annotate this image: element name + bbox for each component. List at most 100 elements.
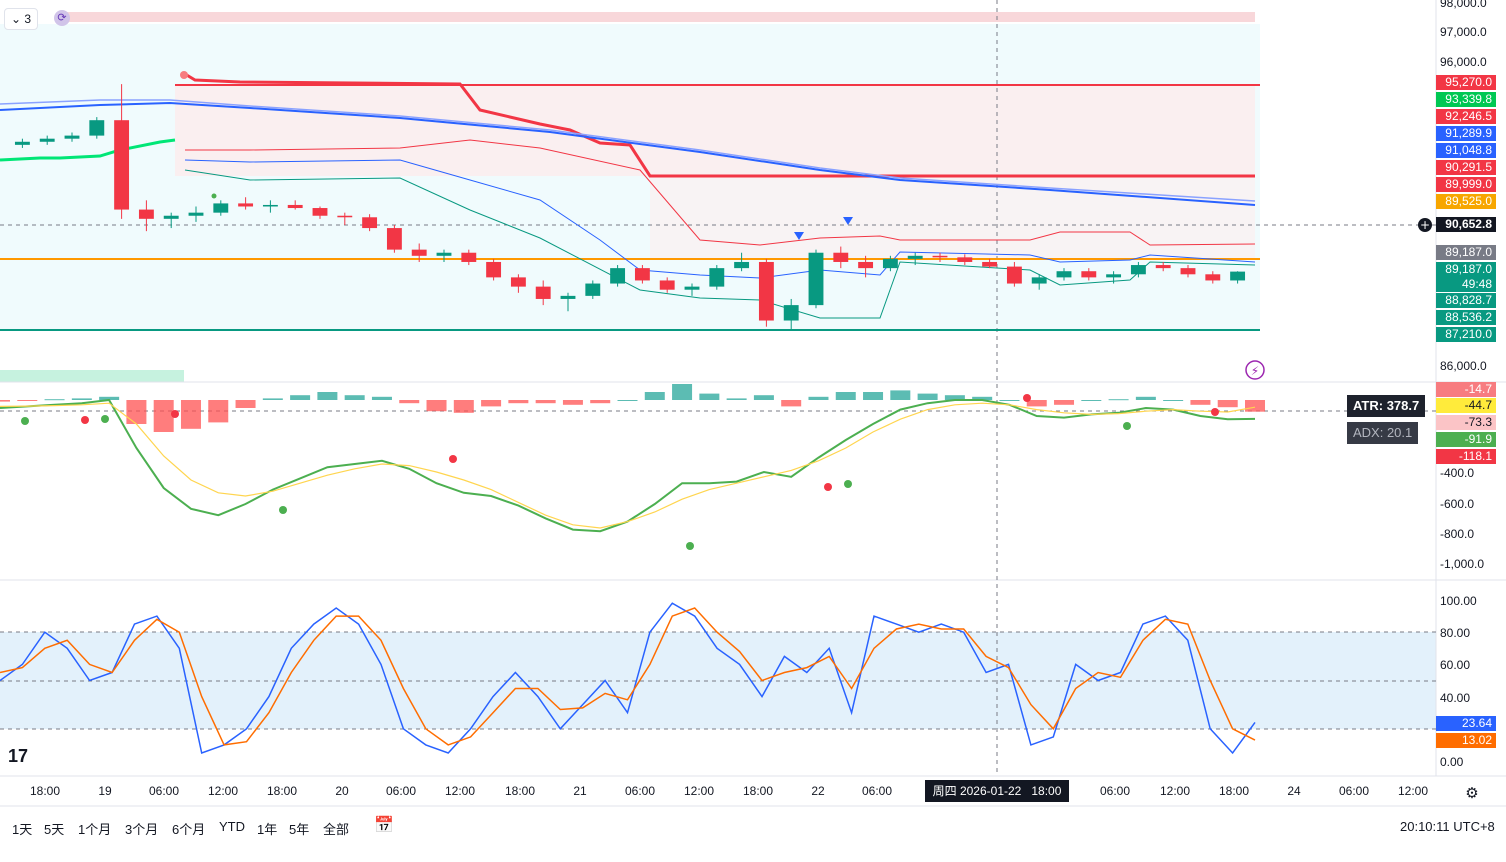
lightning-icon[interactable]: [1245, 360, 1265, 380]
macd-histogram-bar: [808, 396, 829, 400]
candle-body: [1180, 268, 1196, 275]
macd-histogram-bar: [1135, 396, 1156, 400]
macd-histogram-bar: [753, 395, 774, 400]
stoch-tick: 80.00: [1440, 626, 1471, 640]
time-tick: 18:00: [742, 784, 774, 798]
timeframe-3m[interactable]: 3个月: [125, 822, 159, 837]
candle-body: [709, 268, 725, 287]
candle-body: [436, 252, 452, 256]
candle-body: [510, 277, 526, 287]
macd-cross-dot: [1123, 422, 1131, 430]
macd-histogram-bar: [562, 400, 583, 405]
candle-body: [1155, 265, 1171, 269]
price-label: 93,339.8: [1436, 92, 1496, 107]
candle-body: [1106, 274, 1122, 278]
macd-histogram-bar: [371, 396, 392, 400]
macd-histogram-bar: [99, 396, 120, 400]
price-label: 89,187.0: [1436, 262, 1496, 277]
candle-body: [858, 261, 874, 269]
macd-label: -14.7: [1436, 382, 1496, 397]
candle-body: [1081, 271, 1097, 278]
candle-body: [386, 228, 402, 250]
macd-histogram-bar: [835, 392, 856, 400]
ema-line-1: [0, 101, 1256, 206]
timeframe-ytd[interactable]: YTD: [219, 819, 245, 834]
stoch-tick: 0.00: [1440, 755, 1464, 769]
ema-line-2: [0, 99, 1256, 202]
macd-histogram-bar: [290, 395, 311, 400]
stoch-d-label: 13.02: [1436, 733, 1496, 748]
time-tick: 12:00: [1397, 784, 1429, 798]
candle-body: [411, 249, 427, 256]
candle-body: [659, 280, 675, 290]
candle-body: [957, 257, 973, 262]
time-tick: 18:00: [266, 784, 298, 798]
adx-label: ADX: 20.1: [1347, 422, 1419, 444]
time-tick: 20: [335, 784, 349, 798]
macd-histogram-bar: [917, 393, 938, 400]
price-label: 89,525.0: [1436, 194, 1496, 209]
candle-body: [535, 286, 551, 299]
candle-body: [14, 141, 30, 145]
macd-histogram-bar: [1081, 400, 1102, 401]
collapse-toggle[interactable]: ⌄ 3: [4, 8, 38, 30]
timeframe-1y[interactable]: 1年: [257, 822, 278, 837]
price-label: 49:48: [1436, 277, 1496, 292]
candle-body: [114, 120, 130, 210]
timeframe-5y[interactable]: 5年: [289, 822, 310, 837]
candle-body: [684, 286, 700, 290]
sync-icon[interactable]: ⟳: [54, 10, 70, 26]
macd-histogram-bar: [0, 400, 10, 402]
macd-label: -44.7: [1436, 398, 1496, 413]
macd-histogram-bar: [399, 400, 420, 404]
timeframe-1m[interactable]: 1个月: [78, 822, 112, 837]
macd-histogram-bar: [71, 398, 92, 400]
macd-histogram-bar: [972, 396, 993, 400]
supertrend-up-line: [0, 138, 176, 162]
time-tick: 06:00: [861, 784, 893, 798]
macd-cross-dot: [824, 483, 832, 491]
macd-histogram-bar: [726, 398, 747, 400]
crosshair-time-label: 周四 2026-01-22 18:00: [925, 780, 1069, 802]
clock[interactable]: 20:10:11 UTC+8: [1400, 819, 1495, 834]
time-tick: 18:00: [29, 784, 61, 798]
price-label: 91,289.9: [1436, 126, 1496, 141]
crosshair-add-icon[interactable]: [1418, 218, 1432, 232]
price-label: 90,291.5: [1436, 160, 1496, 175]
candle-body: [1205, 274, 1221, 281]
time-tick: 06:00: [148, 784, 180, 798]
macd-tick: -1,000.0: [1440, 557, 1485, 571]
timeframe-5d[interactable]: 5天: [44, 822, 65, 837]
candle-body: [262, 204, 278, 207]
time-tick: 06:00: [624, 784, 656, 798]
macd-tick: -400.0: [1440, 466, 1475, 480]
gear-icon[interactable]: ⚙: [1465, 784, 1478, 802]
stoch-band: [0, 632, 1436, 729]
atr-label: ATR: 378.7: [1347, 395, 1426, 417]
time-tick: 06:00: [385, 784, 417, 798]
macd-tick: -800.0: [1440, 527, 1475, 541]
macd-cross-dot: [21, 417, 29, 425]
time-tick: 12:00: [207, 784, 239, 798]
candle-body: [287, 204, 303, 209]
macd-label: -91.9: [1436, 432, 1496, 447]
timeframe-6m[interactable]: 6个月: [172, 822, 206, 837]
macd-histogram-bar: [672, 384, 693, 400]
candle-body: [882, 258, 898, 269]
candle-body: [982, 261, 998, 267]
timeframe-all[interactable]: 全部: [323, 822, 350, 837]
macd-histogram-bar: [1026, 400, 1047, 407]
plus-glyph: +: [1420, 218, 1430, 232]
candle-body: [188, 212, 204, 216]
price-label: 95,270.0: [1436, 75, 1496, 90]
macd-histogram-bar: [17, 400, 38, 401]
macd-histogram-bar: [644, 392, 665, 400]
time-tick: 19: [98, 784, 112, 798]
timeframe-1d[interactable]: 1天: [12, 822, 33, 837]
time-tick: 12:00: [683, 784, 715, 798]
tradingview-logo[interactable]: 17: [8, 746, 29, 766]
date-range-icon[interactable]: 📅: [374, 817, 394, 834]
macd-label: -118.1: [1436, 449, 1496, 464]
signal-line: [0, 402, 1256, 529]
